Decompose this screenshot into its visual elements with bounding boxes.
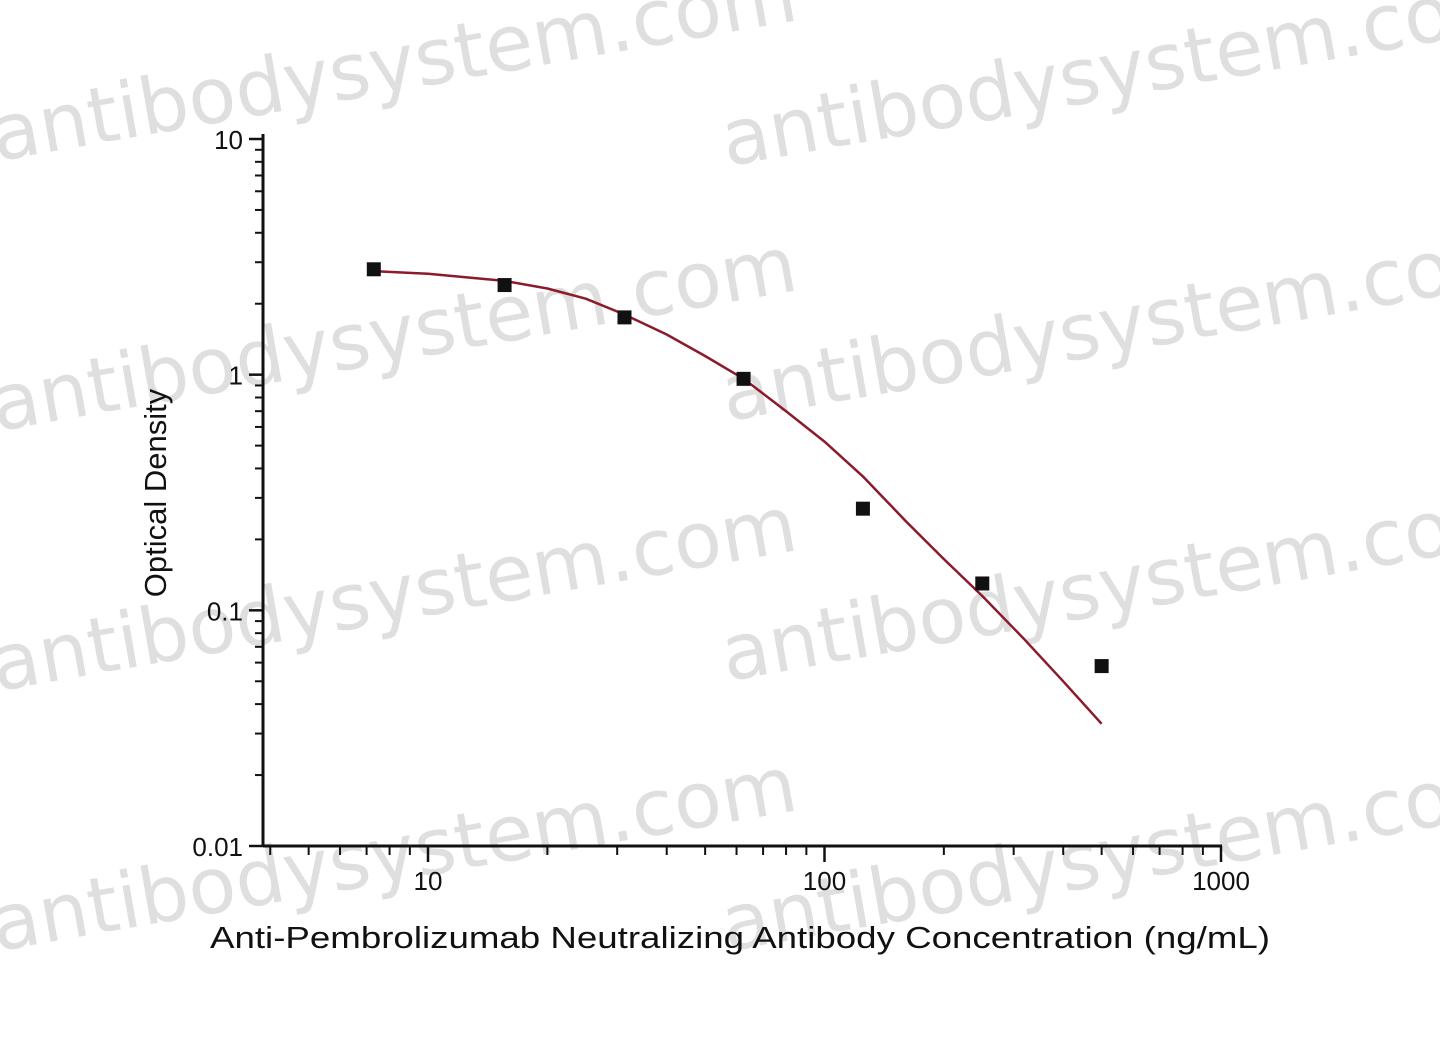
data-point-marker xyxy=(617,310,632,325)
data-point-marker xyxy=(975,576,990,591)
x-axis-label: Anti-Pembrolizumab Neutralizing Antibody… xyxy=(210,920,1270,955)
x-tick-label: 100 xyxy=(803,866,846,896)
axes xyxy=(261,134,1222,848)
fitted-curve-layer xyxy=(373,269,1103,725)
axis-ticks: 0.01 0.1 1 10 10 100 1000 xyxy=(192,125,1250,896)
x-tick-label: 1000 xyxy=(1192,866,1250,896)
fitted-curve-line xyxy=(373,269,1103,725)
y-tick-label: 1 xyxy=(229,361,243,391)
y-tick-label: 10 xyxy=(214,125,243,155)
x-tick-label: 10 xyxy=(414,866,443,896)
data-point-marker xyxy=(366,262,381,277)
data-points xyxy=(366,262,1109,674)
data-point-marker xyxy=(736,371,751,386)
y-axis-label: Optical Density xyxy=(138,388,173,597)
data-point-marker xyxy=(497,278,512,293)
data-point-marker xyxy=(855,501,870,516)
y-tick-label: 0.1 xyxy=(207,596,243,626)
y-tick-label: 0.01 xyxy=(192,832,243,862)
data-point-marker xyxy=(1094,659,1109,674)
